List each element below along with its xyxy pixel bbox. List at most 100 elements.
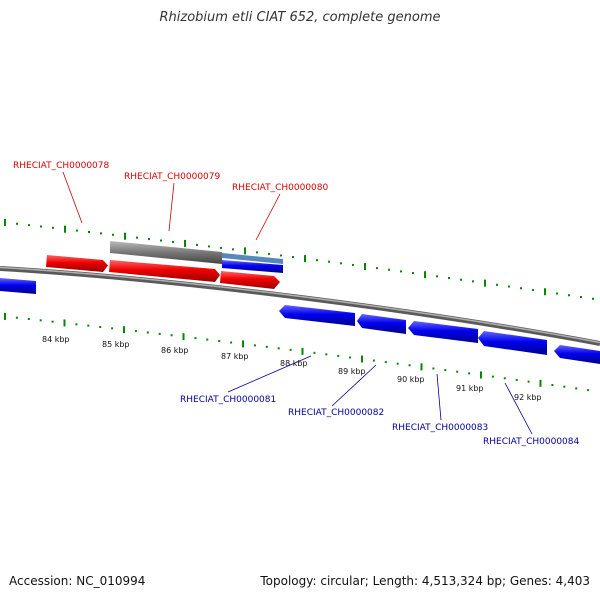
gene-label-leader	[62, 171, 83, 224]
minor-tick	[206, 338, 209, 341]
minor-tick	[587, 389, 590, 392]
minor-tick	[575, 387, 578, 390]
gene-label-top[interactable]: RHECIAT_CH0000078	[13, 161, 110, 171]
gene-label-top[interactable]: RHECIAT_CH0000080	[232, 183, 329, 193]
minor-tick	[218, 340, 221, 343]
minor-tick	[232, 248, 234, 251]
minor-tick	[349, 356, 352, 359]
minor-tick	[51, 320, 54, 323]
minor-tick	[172, 240, 174, 243]
minor-tick	[100, 232, 102, 235]
kbp-tick-label: 88 kbp	[280, 359, 308, 368]
kbp-tick-label: 85 kbp	[102, 340, 130, 349]
minor-tick	[111, 327, 114, 330]
major-tick	[539, 379, 542, 387]
minor-tick	[472, 280, 474, 283]
kbp-tick-label: 91 kbp	[456, 384, 484, 393]
selection-band-blue	[222, 253, 283, 264]
major-tick	[242, 340, 244, 348]
minor-tick	[76, 229, 78, 232]
minor-tick	[515, 378, 518, 381]
gene-arrow-reverse[interactable]	[408, 321, 478, 343]
minor-tick	[328, 260, 330, 263]
minor-tick	[27, 318, 30, 321]
minor-tick	[316, 259, 318, 262]
minor-tick	[87, 324, 90, 327]
minor-tick	[16, 222, 18, 225]
minor-tick	[289, 348, 292, 351]
major-tick	[182, 333, 185, 341]
minor-tick	[265, 345, 268, 348]
major-tick	[184, 239, 186, 247]
gene-arrow-reverse[interactable]	[478, 331, 547, 355]
accession-text: Accession: NC_010994	[9, 574, 146, 588]
minor-tick	[196, 243, 198, 246]
minor-tick	[325, 353, 328, 356]
gene-label-bottom[interactable]: RHECIAT_CH0000081	[180, 395, 276, 405]
gene-arrow-reverse[interactable]	[222, 260, 283, 273]
kbp-tick-label: 92 kbp	[514, 393, 542, 402]
minor-tick	[160, 239, 162, 242]
selection-band	[110, 241, 222, 264]
gene-arrow-reverse[interactable]	[357, 314, 406, 334]
minor-tick	[551, 383, 554, 386]
major-tick	[424, 271, 426, 279]
major-tick	[244, 247, 246, 255]
gene-arrow-reverse[interactable]	[0, 278, 36, 294]
minor-tick	[460, 278, 462, 281]
kbp-tick-label: 87 kbp	[221, 352, 249, 361]
gene-arrow-forward[interactable]	[109, 260, 220, 282]
minor-tick	[412, 272, 414, 275]
gene-arrow-reverse[interactable]	[554, 345, 600, 364]
outer-tick-track	[4, 218, 594, 300]
genome-summary-text: Topology: circular; Length: 4,513,324 bp…	[260, 574, 590, 588]
minor-tick	[388, 268, 390, 271]
minor-tick	[146, 331, 149, 334]
minor-tick	[158, 332, 161, 335]
minor-tick	[99, 325, 102, 328]
gene-arrow-forward[interactable]	[220, 271, 280, 289]
minor-tick	[337, 354, 340, 357]
major-tick	[361, 355, 363, 363]
minor-tick	[532, 288, 534, 291]
minor-tick	[508, 285, 510, 288]
major-tick	[304, 255, 306, 263]
minor-tick	[580, 296, 582, 299]
minor-tick	[112, 233, 114, 236]
minor-tick	[313, 351, 316, 354]
minor-tick	[491, 375, 494, 378]
kbp-tick-label: 84 kbp	[42, 335, 70, 344]
gene-label-leader	[331, 364, 377, 407]
gene-label-bottom[interactable]: RHECIAT_CH0000082	[288, 408, 384, 418]
minor-tick	[75, 323, 78, 326]
major-tick	[301, 347, 304, 355]
minor-tick	[170, 334, 173, 337]
minor-tick	[292, 256, 294, 259]
major-tick	[123, 326, 125, 334]
major-tick	[4, 218, 6, 226]
gene-label-leader	[168, 182, 175, 232]
gene-label-leader	[227, 355, 312, 393]
minor-tick	[194, 337, 197, 340]
major-tick	[544, 288, 546, 296]
minor-tick	[40, 225, 42, 228]
minor-tick	[396, 362, 399, 365]
gene-arrow-forward[interactable]	[46, 255, 108, 272]
genome-title: Rhizobium etli CIAT 652, complete genome	[159, 10, 441, 25]
minor-tick	[277, 347, 280, 350]
gene-label-top[interactable]: RHECIAT_CH0000079	[124, 172, 221, 182]
minor-tick	[527, 380, 530, 383]
minor-tick	[208, 245, 210, 248]
gene-label-leader	[504, 382, 533, 435]
gene-label-leader	[255, 193, 281, 241]
minor-tick	[444, 369, 447, 372]
minor-tick	[148, 238, 150, 241]
gene-label-bottom[interactable]: RHECIAT_CH0000083	[392, 423, 488, 433]
chromosome-backbone-highlight	[0, 266, 600, 344]
minor-tick	[468, 372, 471, 375]
gene-arrow-reverse[interactable]	[279, 305, 355, 326]
minor-tick	[372, 359, 375, 362]
major-tick	[64, 225, 66, 233]
minor-tick	[15, 316, 18, 319]
gene-label-bottom[interactable]: RHECIAT_CH0000084	[483, 437, 580, 447]
